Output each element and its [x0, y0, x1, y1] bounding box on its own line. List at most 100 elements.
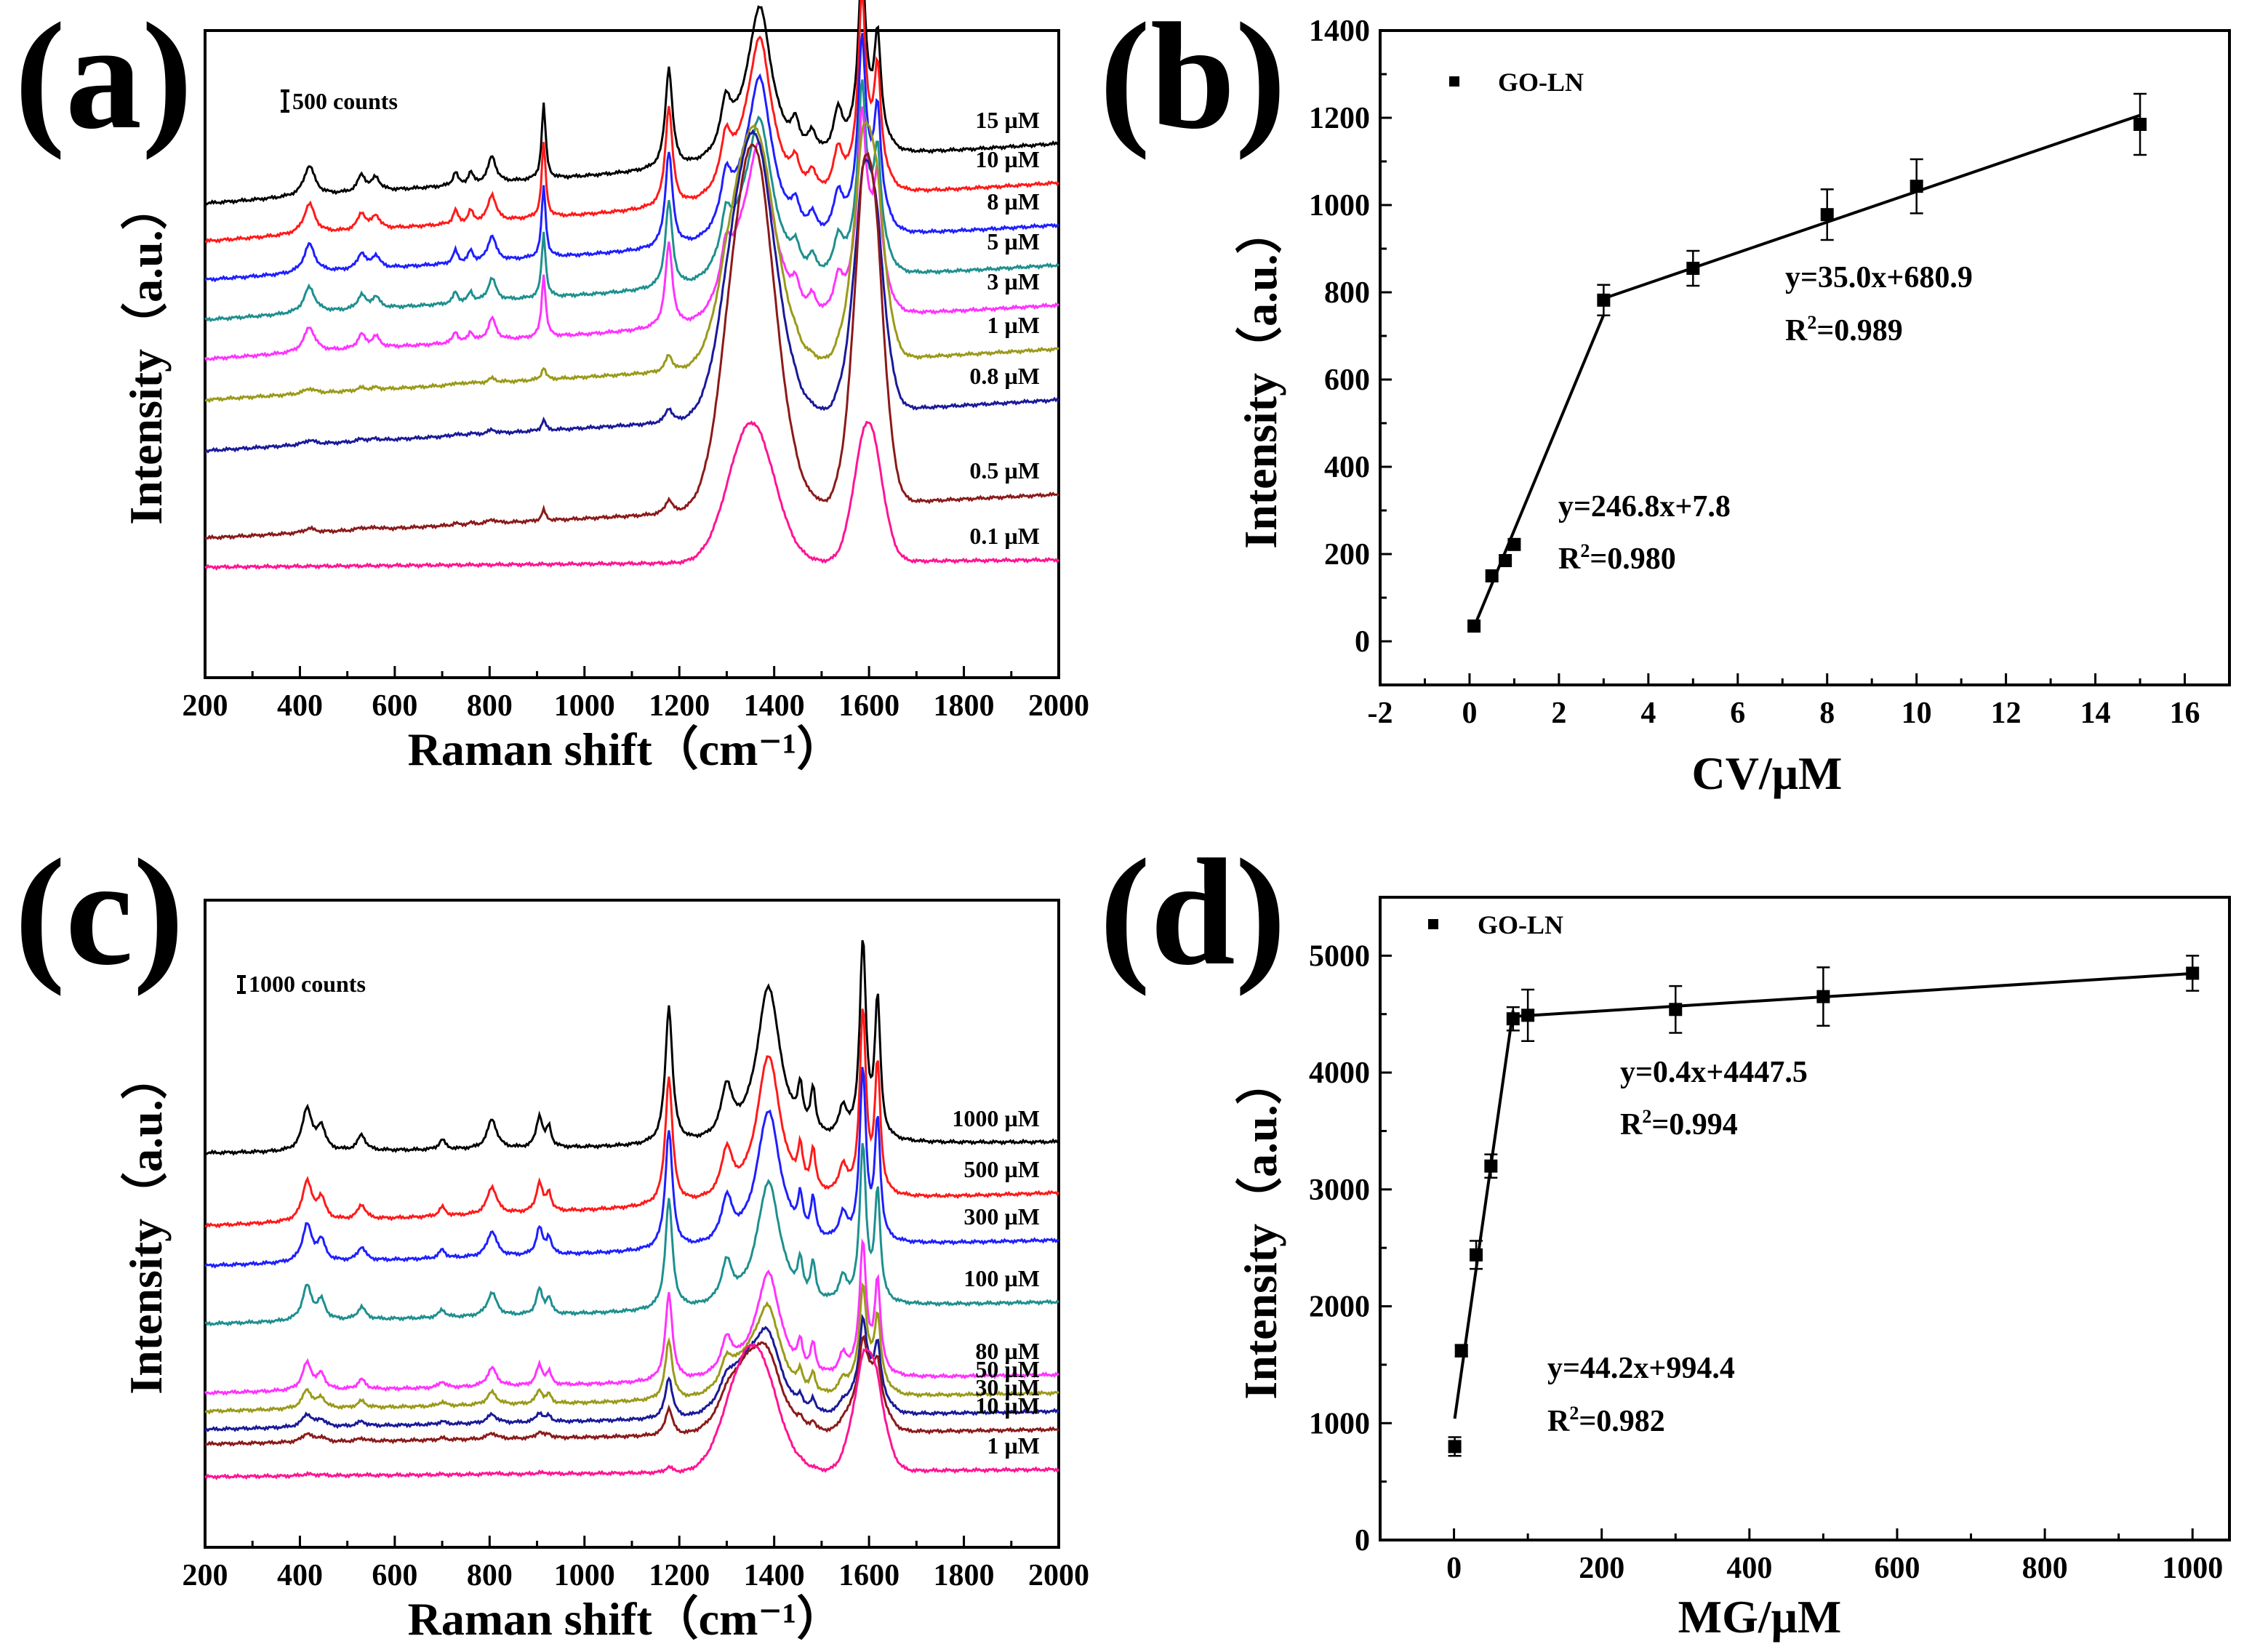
panel-d-r2-upper: R2=0.994 [1620, 1106, 1738, 1142]
spectrum-trace-3-M [204, 106, 1060, 361]
panel-a-plot-frame [204, 29, 1060, 679]
panel-a-scale-bar: 500 counts [281, 88, 398, 114]
panel-d-data-points [1448, 955, 2200, 1457]
y-tick-label: 1000 [1309, 1407, 1370, 1440]
y-tick-label: 600 [1324, 364, 1370, 397]
x-tick-label: 1400 [744, 689, 805, 723]
spectrum-trace-0-8-M [204, 129, 1060, 454]
series-label: 1 µM [987, 1432, 1040, 1459]
data-point [1499, 554, 1512, 567]
y-tick-label: 1400 [1309, 15, 1370, 48]
series-label: 15 µM [975, 107, 1040, 133]
panel-d-legend: GO-LN [1428, 910, 1563, 939]
x-tick-label: 0 [1446, 1552, 1462, 1585]
spectrum-trace-1000-M [204, 939, 1059, 1156]
panel-a-scale-bar-label: 500 counts [292, 88, 398, 114]
spectrum-trace-100-M [204, 1143, 1060, 1327]
x-tick-label: 1400 [744, 1559, 805, 1592]
series-label: 50 µM [975, 1356, 1040, 1382]
panel-b-legend-marker [1449, 76, 1459, 87]
panel-b-y-axis-title: Intensity（a.u.） [1235, 207, 1286, 548]
panel-a-x-ticks: 200 400 600 800 1000 1200 1400 1600 1800 2000 [183, 666, 1089, 723]
x-tick-label: 1000 [2162, 1552, 2223, 1585]
x-tick-label: 10 [1902, 697, 1932, 730]
x-tick-label: 600 [372, 689, 417, 723]
panel-c-plot-frame [204, 899, 1060, 1549]
spectrum-trace-8-M [204, 33, 1059, 283]
data-point [1910, 180, 1923, 193]
y-tick-label: 0 [1355, 1524, 1370, 1557]
y-tick-label: 400 [1324, 451, 1370, 484]
panel-d-letter: (d) [1099, 828, 1286, 997]
spectrum-trace-10-M [204, 1334, 1059, 1447]
y-tick-label: 2000 [1309, 1291, 1370, 1324]
data-point [2186, 966, 2200, 980]
x-tick-label: 2000 [1028, 1559, 1089, 1592]
series-label: 500 µM [963, 1156, 1040, 1182]
series-label: 300 µM [963, 1203, 1040, 1230]
panel-d-legend-marker [1428, 919, 1438, 929]
series-label: 3 µM [987, 268, 1040, 294]
x-tick-label: 1200 [649, 689, 710, 723]
spectrum-trace-30-M [204, 1313, 1060, 1432]
series-label: 30 µM [975, 1374, 1040, 1400]
x-tick-label: 200 [1579, 1552, 1624, 1585]
y-tick-label: 5000 [1309, 939, 1370, 973]
spectrum-trace-15-M [204, 0, 1059, 206]
x-tick-label: 8 [1819, 697, 1835, 730]
data-point [1485, 569, 1499, 582]
spectrum-trace-0-5-M [204, 143, 1059, 541]
series-label: 8 µM [987, 188, 1040, 214]
series-label: 10 µM [975, 1392, 1040, 1419]
panel-b-legend: GO-LN [1449, 68, 1584, 97]
spectrum-trace-10-M [204, 0, 1060, 244]
panel-a-raman-cv: (a) 15 µM 10 µM 8 µM 5 µM 3 µM 1 µM 0.8 µM 0.5 … [15, 0, 1089, 775]
panel-a-traces [204, 0, 1060, 571]
panel-c-x-ticks: 200 400 600 800 1000 1200 1400 1600 1800 2000 [183, 1536, 1089, 1592]
panel-c-x-axis-title: Raman shift（cm⁻¹） [408, 1593, 844, 1645]
panel-b-x-axis-title: CV/μM [1692, 747, 1843, 799]
data-point [1597, 293, 1611, 307]
y-tick-label: 800 [1324, 276, 1370, 310]
x-tick-label: 200 [183, 1559, 228, 1592]
data-point [2133, 118, 2147, 131]
panel-a-letter: (a) [15, 0, 193, 161]
panel-a-y-axis-title: Intensity（a.u.） [120, 183, 172, 524]
data-point [1454, 1344, 1468, 1358]
series-label: 1 µM [987, 312, 1040, 338]
spectrum-trace-500-M [204, 1009, 1060, 1229]
panel-c-y-axis-title: Intensity（a.u.） [120, 1053, 172, 1394]
panel-d-y-axis-title: Intensity（a.u.） [1235, 1058, 1286, 1399]
panel-b-legend-label: GO-LN [1498, 68, 1584, 97]
x-tick-label: 12 [1991, 697, 2021, 730]
series-label: 0.5 µM [969, 457, 1040, 484]
fit-line-2 [1512, 971, 2193, 1019]
x-tick-label: 600 [372, 1559, 417, 1592]
panel-b-r2-upper: R2=0.989 [1785, 312, 1903, 348]
x-tick-label: 1000 [554, 689, 615, 723]
panel-b-eq-lower: y=246.8x+7.8 [1558, 490, 1731, 524]
panel-d-eq-lower: y=44.2x+994.4 [1547, 1352, 1735, 1385]
x-tick-label: 400 [1726, 1552, 1772, 1585]
data-point [1484, 1159, 1498, 1173]
x-tick-label: 1200 [649, 1559, 710, 1592]
data-point [1506, 1012, 1520, 1026]
series-label: 100 µM [963, 1265, 1040, 1291]
x-tick-label: 800 [467, 689, 513, 723]
x-tick-label: 6 [1730, 697, 1745, 730]
x-tick-label: 1600 [838, 1559, 899, 1592]
x-tick-label: 14 [2080, 697, 2111, 730]
x-tick-label: 4 [1640, 697, 1656, 730]
data-point [1816, 990, 1830, 1003]
x-tick-label: 16 [2170, 697, 2200, 730]
panel-b-letter: (b) [1099, 0, 1286, 161]
panel-d-r2-lower: R2=0.982 [1547, 1403, 1665, 1438]
x-tick-label: 1800 [934, 689, 995, 723]
panel-d-plot-frame [1379, 896, 2231, 1541]
series-label: 80 µM [975, 1338, 1040, 1364]
x-tick-label: 800 [2022, 1552, 2068, 1585]
panel-a-x-axis-title: Raman shift（cm⁻¹） [408, 723, 844, 775]
panel-c-traces [204, 939, 1060, 1480]
panel-b-ticks: -2 0 2 4 6 8 10 12 14 16 0 200 400 600 800 1000 1200 1400 [1309, 15, 2200, 730]
